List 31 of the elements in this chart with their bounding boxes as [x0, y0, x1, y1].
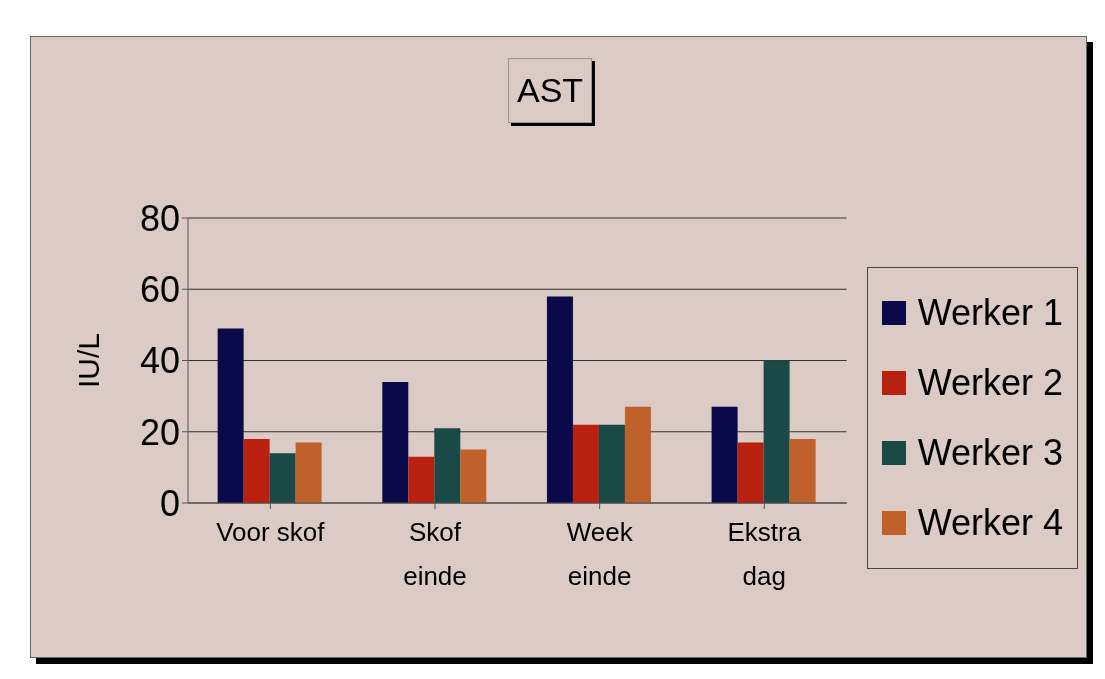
- y-tick-label: 20: [139, 411, 180, 453]
- bar: [546, 296, 573, 503]
- y-tick-label: 60: [139, 269, 180, 311]
- bar: [460, 449, 487, 503]
- bar: [789, 438, 816, 503]
- x-tick-label: Voor skof: [216, 517, 326, 547]
- chart-title: AST: [508, 58, 593, 123]
- bar: [711, 406, 738, 503]
- bar: [763, 360, 790, 503]
- y-axis-title: IU/L: [71, 332, 105, 389]
- bar: [408, 456, 435, 503]
- legend-label: Werker 1: [917, 292, 1063, 334]
- legend-label: Werker 4: [917, 502, 1063, 544]
- x-tick-label: Skof einde: [403, 517, 467, 591]
- bar: [572, 424, 599, 503]
- legend-label: Werker 2: [917, 362, 1063, 404]
- x-tick-label: Week einde: [566, 517, 634, 591]
- bar: [269, 453, 296, 503]
- bar: [382, 381, 409, 503]
- bar: [243, 438, 270, 503]
- y-tick-label: 0: [159, 482, 180, 524]
- bar: [295, 442, 322, 503]
- x-tick-label: Ekstra dag: [727, 517, 802, 591]
- bar: [217, 328, 244, 503]
- y-tick-label: 80: [139, 197, 180, 239]
- legend-label: Werker 3: [917, 432, 1063, 474]
- y-tick-label: 40: [139, 340, 180, 382]
- bar: [598, 424, 625, 503]
- bar: [624, 406, 651, 503]
- bar: [434, 428, 461, 503]
- bar: [737, 442, 764, 503]
